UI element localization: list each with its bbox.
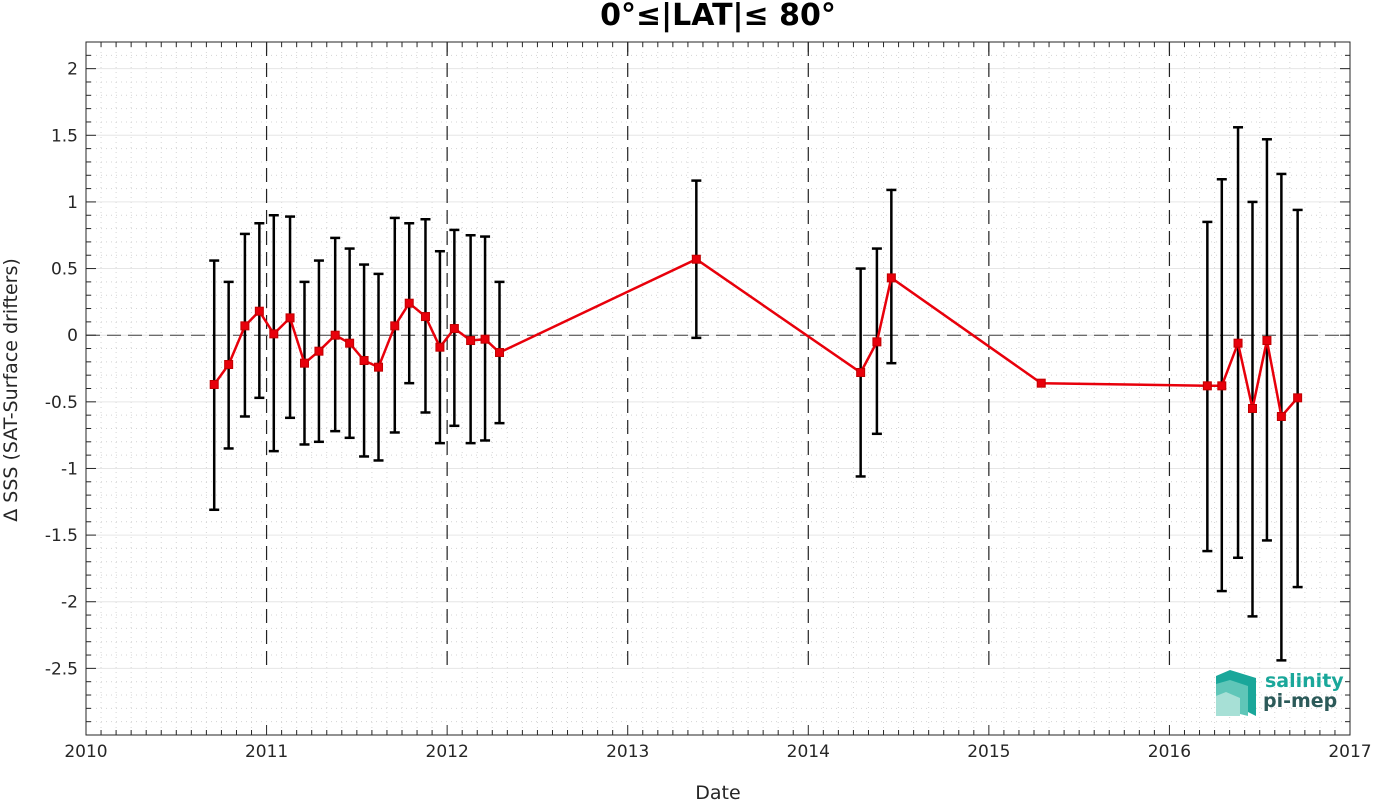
x-tick-labels: 2010 2011 2012 2013 2014 2015 2016 2017 (64, 742, 1371, 762)
data-point-marker (1247, 403, 1257, 413)
data-point-marker (240, 321, 250, 331)
grid (86, 42, 1350, 735)
x-tick-label: 2014 (787, 742, 830, 762)
y-tick-label: 1 (67, 193, 78, 213)
x-tick-label: 2010 (64, 742, 107, 762)
y-tick-label: -1 (61, 459, 78, 479)
x-axis-label: Date (695, 782, 740, 801)
data-point-marker (299, 358, 309, 368)
data-point-marker (1202, 381, 1212, 391)
y-tick-label: 2 (67, 60, 78, 80)
logo-wave-icon (1216, 670, 1256, 716)
x-tick-label: 2012 (426, 742, 469, 762)
logo-text-salinity: salinity (1265, 670, 1344, 692)
data-point-marker (480, 334, 490, 344)
data-point-marker (856, 368, 866, 378)
data-point-marker (691, 254, 701, 264)
data-point-marker (872, 337, 882, 347)
data-point-marker (374, 362, 384, 372)
data-point-marker (466, 336, 476, 346)
series-markers (209, 254, 1303, 421)
data-point-marker (1293, 393, 1303, 403)
data-point-marker (495, 348, 505, 358)
data-point-marker (1262, 336, 1272, 346)
data-point-marker (359, 356, 369, 366)
data-point-marker (285, 313, 295, 323)
logo-text-pi-mep: pi-mep (1263, 690, 1337, 712)
salinity-pi-mep-logo: salinity pi-mep (1216, 670, 1344, 716)
x-tick-label: 2016 (1148, 742, 1191, 762)
x-tick-label: 2013 (606, 742, 649, 762)
series-line (213, 257, 1299, 420)
data-point-marker (254, 306, 264, 316)
data-point-marker (1036, 378, 1046, 388)
data-point-marker (886, 273, 896, 283)
x-tick-label: 2011 (245, 742, 288, 762)
y-tick-label: -1.5 (45, 526, 78, 546)
axis-ticks (85, 42, 1351, 735)
x-tick-label: 2015 (967, 742, 1010, 762)
data-point-marker (330, 330, 340, 340)
y-tick-label: -0.5 (45, 393, 78, 413)
data-point-marker (314, 346, 324, 356)
data-point-marker (1233, 338, 1243, 348)
y-axis-label: Δ SSS (SAT-Surface drifters) (0, 258, 22, 522)
y-tick-label: -2 (61, 593, 78, 613)
data-point-marker (269, 329, 279, 339)
data-point-marker (1276, 411, 1286, 421)
x-tick-label: 2017 (1328, 742, 1371, 762)
data-point-marker (404, 298, 414, 308)
data-point-marker (390, 321, 400, 331)
data-point-marker (224, 360, 234, 370)
chart-title: 0°≤|LAT|≤ 80° (600, 0, 836, 33)
axes-box (85, 41, 1351, 736)
data-point-marker (420, 312, 430, 322)
y-tick-label: 1.5 (51, 126, 78, 146)
error-bars (209, 126, 1303, 662)
y-tick-label: 0 (67, 326, 78, 346)
y-tick-label: 0.5 (51, 260, 78, 280)
data-point-marker (1217, 381, 1227, 391)
data-point-marker (209, 380, 219, 390)
data-point-marker (435, 342, 445, 352)
year-separators (265, 42, 1171, 669)
y-tick-labels: 2 1.5 1 0.5 0 -0.5 -1 -1.5 -2 -2.5 (45, 60, 78, 680)
data-point-marker (449, 324, 459, 334)
data-point-marker (345, 338, 355, 348)
y-tick-label: -2.5 (45, 659, 78, 679)
